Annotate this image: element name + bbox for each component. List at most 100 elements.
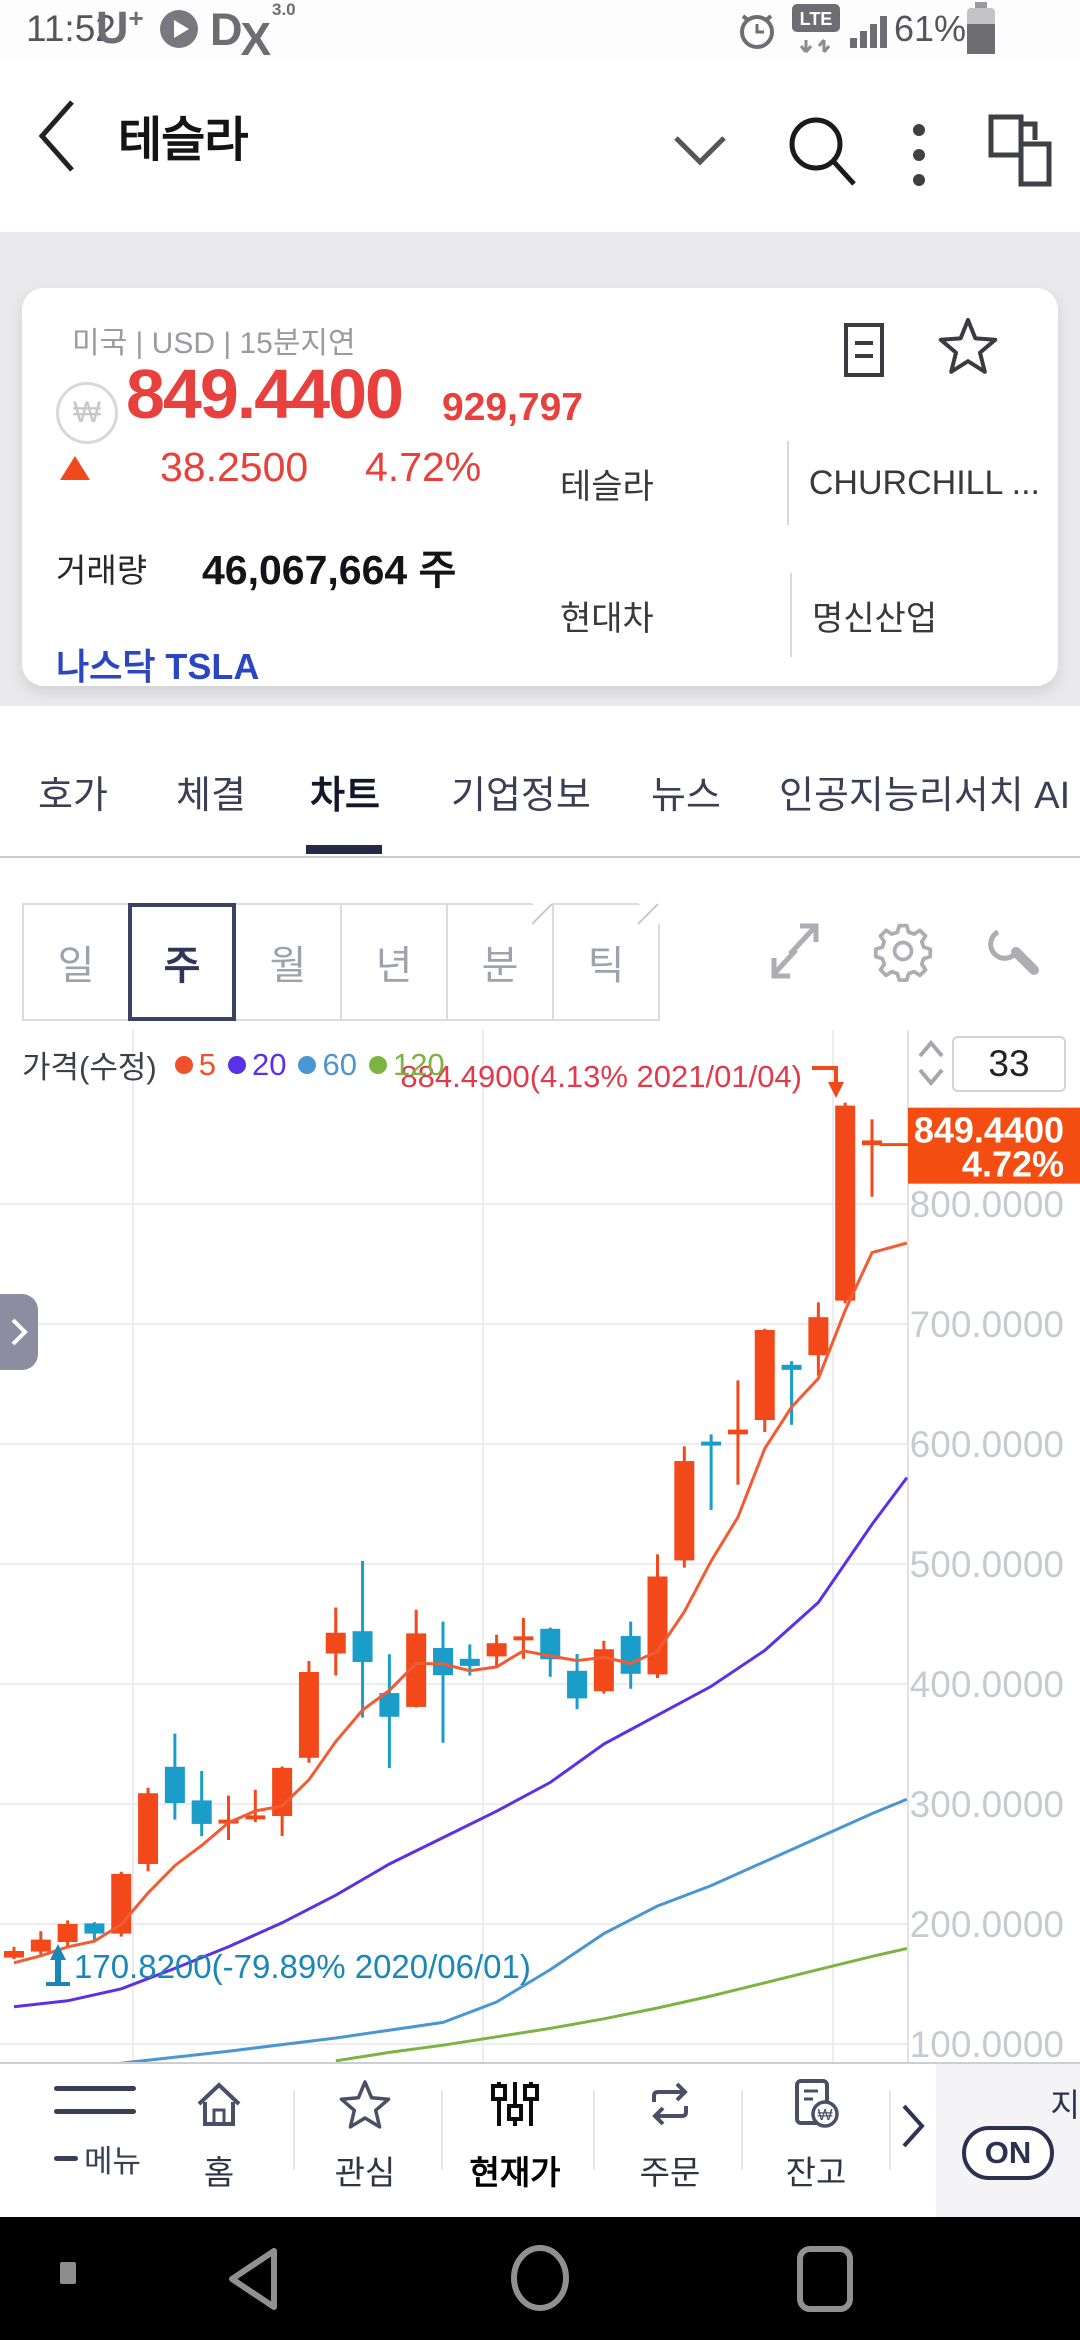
nav-separator	[593, 2090, 595, 2170]
search-icon[interactable]	[786, 114, 858, 190]
multi-window-icon[interactable]	[988, 114, 1054, 190]
sub-value: 929,797	[442, 386, 583, 429]
won-badge: ₩	[56, 382, 118, 444]
nav-separator	[293, 2090, 295, 2170]
android-recents-icon[interactable]	[794, 2245, 856, 2313]
tab-2[interactable]: 체결	[176, 775, 246, 817]
chevron-down-icon[interactable]	[672, 132, 728, 170]
status-bar: 11:52 U+ DX 3.0 LTE 61%	[0, 0, 1080, 65]
android-home-icon[interactable]	[508, 2243, 572, 2313]
kebab-menu-icon[interactable]	[908, 122, 930, 188]
nav-item-label: 현재가	[469, 2154, 561, 2191]
bottom-nav: 메뉴 지수 ON 홈 관심 현재가 주문 ₩ 잔고	[0, 2062, 1080, 2217]
menu-icon[interactable]	[54, 2086, 136, 2132]
sliders-icon	[491, 2082, 539, 2126]
period-button-4[interactable]: 년	[340, 903, 448, 1021]
candlestick-chart[interactable]: 800.0000 700.0000 600.0000 500.0000 400.0000…	[0, 1030, 1080, 2062]
battery-icon	[967, 2, 995, 54]
nav-item-label: 홈	[203, 2154, 235, 2191]
nav-item-2[interactable]: 관심	[305, 2064, 425, 2214]
svg-text:884.4900(4.13% 2021/01/04): 884.4900(4.13% 2021/01/04)	[400, 1059, 802, 1094]
volume-label: 거래량	[56, 552, 148, 589]
exchange-ticker: 나스닥 TSLA	[56, 646, 260, 687]
nav-item-menu[interactable]: 메뉴	[54, 2136, 141, 2181]
legend-title: 가격(수정)	[22, 1050, 157, 1085]
period-button-2[interactable]: 주	[128, 903, 236, 1021]
index-section: 지수 ON	[936, 2064, 1080, 2217]
tab-bar: 호가 체결 차트 기업정보 뉴스 인공지능리서치 AI	[0, 706, 1080, 858]
android-nav-bar	[0, 2217, 1080, 2340]
tab-4[interactable]: 기업정보	[451, 775, 591, 817]
swap-icon	[652, 2082, 688, 2126]
related-right[interactable]: 명신산업	[812, 599, 938, 638]
battery-percent: 61%	[894, 8, 967, 49]
back-icon[interactable]	[30, 96, 82, 176]
svg-text:100.0000: 100.0000	[910, 2024, 1064, 2062]
svg-text:LTE: LTE	[800, 9, 833, 29]
svg-text:170.8200(-79.89% 2020/06/01): 170.8200(-79.89% 2020/06/01)	[74, 1948, 531, 1985]
index-toggle[interactable]: ON	[962, 2126, 1054, 2180]
legend-item-ma20: 20	[227, 1047, 286, 1083]
svg-text:500.0000: 500.0000	[910, 1544, 1064, 1585]
svg-text:₩: ₩	[817, 2107, 832, 2124]
svg-text:849.4400: 849.4400	[914, 1110, 1064, 1151]
current-price: 849.4400	[126, 355, 404, 433]
divider	[786, 441, 789, 525]
alarm-clock-icon	[740, 14, 774, 49]
nav-item-5[interactable]: ₩ 잔고	[756, 2064, 876, 2214]
nav-more-icon[interactable]	[898, 2102, 928, 2150]
memo-icon[interactable]	[842, 322, 886, 378]
android-back-icon[interactable]	[222, 2245, 284, 2313]
drawer-handle[interactable]	[0, 1294, 38, 1370]
tab-5[interactable]: 뉴스	[651, 775, 721, 817]
nav-separator	[889, 2090, 891, 2170]
volume-value: 46,067,664 주	[202, 547, 457, 593]
header: 테슬라	[0, 60, 1080, 232]
legend-dot	[368, 1055, 387, 1074]
svg-text:800.0000: 800.0000	[910, 1184, 1064, 1225]
nav-item-3[interactable]: 현재가	[455, 2064, 575, 2214]
nav-item-1[interactable]: 홈	[159, 2064, 279, 2214]
gear-icon[interactable]	[872, 920, 934, 982]
wrench-icon[interactable]	[982, 920, 1044, 982]
related-left[interactable]: 현대차	[560, 599, 654, 638]
period-button-3[interactable]: 월	[234, 903, 342, 1021]
tab-6[interactable]: 인공지능리서치 AI	[779, 775, 1071, 817]
period-button-5[interactable]: 분	[446, 903, 554, 1021]
balance-icon: ₩	[795, 2079, 839, 2128]
tab-1[interactable]: 호가	[38, 775, 108, 817]
tab-3[interactable]: 차트	[310, 775, 380, 817]
status-time: 11:52	[26, 8, 116, 49]
page-title: 테슬라	[118, 114, 248, 167]
nav-separator	[441, 2090, 443, 2170]
legend-item-ma120: 120	[368, 1047, 445, 1083]
dx-logo: DX 3.0	[210, 0, 296, 65]
play-circle-icon	[160, 10, 198, 48]
related-row[interactable]: 테슬라 CHURCHILL ...	[560, 438, 1040, 528]
legend-dot	[298, 1055, 317, 1074]
candle-count-box[interactable]: 33	[952, 1036, 1066, 1092]
market-info: 미국 | USD | 15분지연	[72, 327, 356, 360]
nav-item-4[interactable]: 주문	[610, 2064, 730, 2214]
chart-legend: 가격(수정) 5 20 60 120	[22, 1042, 445, 1087]
notch-square	[60, 2262, 76, 2284]
price-change: 38.2500	[160, 444, 309, 490]
related-row[interactable]: 현대차 명신산업	[560, 570, 1040, 660]
related-right[interactable]: CHURCHILL ...	[808, 463, 1040, 502]
legend-dot	[227, 1055, 246, 1074]
related-left[interactable]: 테슬라	[560, 467, 654, 506]
fullscreen-icon[interactable]	[766, 918, 824, 982]
index-label: 지수	[1050, 2087, 1080, 2123]
favorite-star-icon[interactable]	[938, 316, 998, 376]
count-up-icon[interactable]	[916, 1038, 946, 1060]
period-button-1[interactable]: 일	[22, 903, 130, 1021]
chevron-right-icon	[11, 1318, 28, 1346]
nav-item-label: 관심	[334, 2154, 396, 2191]
lte-data-icon: LTE	[792, 4, 840, 53]
home-icon	[197, 2082, 241, 2126]
price-change-pct: 4.72%	[365, 444, 482, 490]
period-button-6[interactable]: 틱	[552, 903, 660, 1021]
count-down-icon[interactable]	[916, 1066, 946, 1088]
legend-item-ma5: 5	[174, 1047, 216, 1083]
up-arrow-icon	[60, 456, 90, 480]
